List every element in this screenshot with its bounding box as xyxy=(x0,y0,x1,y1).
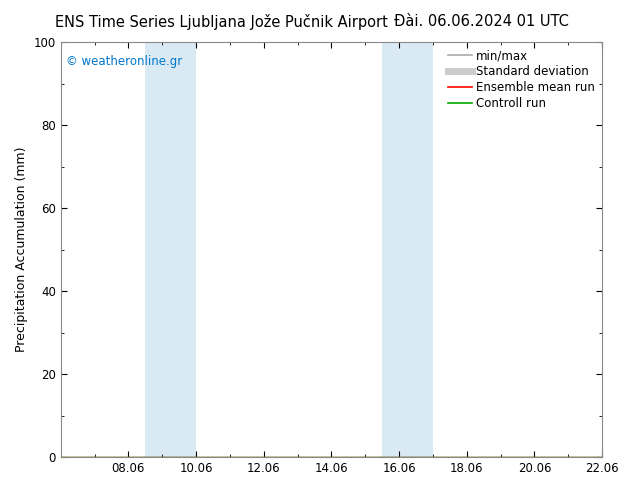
Text: © weatheronline.gr: © weatheronline.gr xyxy=(66,54,183,68)
Text: ENS Time Series Ljubljana Jože Pučnik Airport: ENS Time Series Ljubljana Jože Pučnik Ai… xyxy=(55,14,389,30)
Text: Đài. 06.06.2024 01 UTC: Đài. 06.06.2024 01 UTC xyxy=(394,14,569,29)
Bar xyxy=(145,42,196,457)
Bar xyxy=(382,42,433,457)
Legend: min/max, Standard deviation, Ensemble mean run, Controll run: min/max, Standard deviation, Ensemble me… xyxy=(444,46,598,114)
Y-axis label: Precipitation Accumulation (mm): Precipitation Accumulation (mm) xyxy=(15,147,28,352)
